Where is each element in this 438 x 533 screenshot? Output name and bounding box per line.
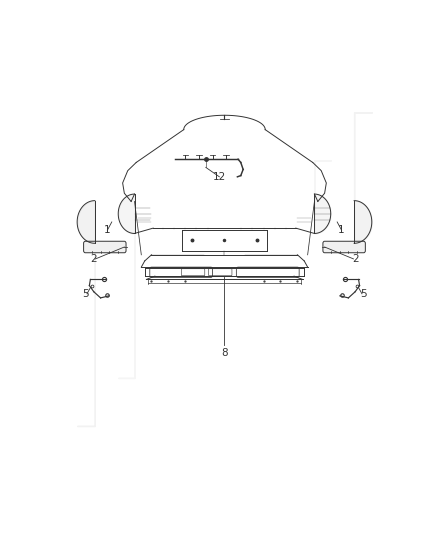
FancyBboxPatch shape bbox=[323, 241, 365, 253]
Text: 5: 5 bbox=[360, 289, 367, 299]
Text: 2: 2 bbox=[91, 254, 97, 264]
Text: 2: 2 bbox=[352, 254, 358, 264]
Text: 12: 12 bbox=[213, 172, 226, 182]
Text: 1: 1 bbox=[338, 225, 345, 235]
Text: 1: 1 bbox=[104, 225, 111, 235]
Text: 5: 5 bbox=[82, 289, 88, 299]
FancyBboxPatch shape bbox=[84, 241, 126, 253]
Text: 8: 8 bbox=[221, 348, 228, 358]
